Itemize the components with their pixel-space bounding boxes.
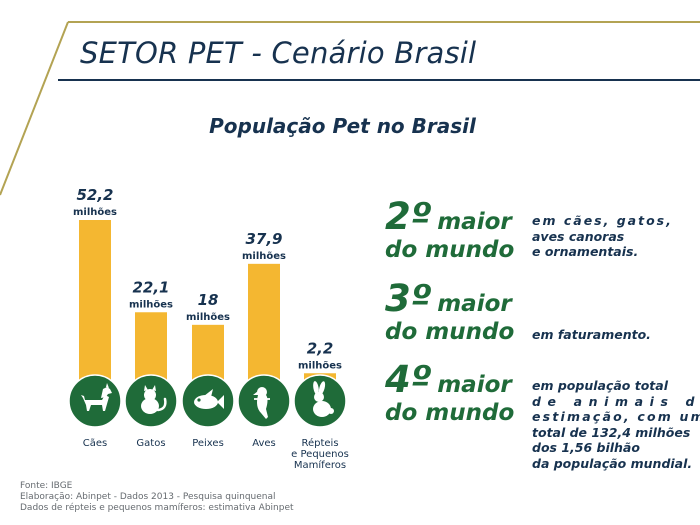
stat-desc-line: em população total bbox=[532, 378, 668, 393]
bar-1 bbox=[79, 220, 111, 380]
population-bar-chart: 52,2 milhões Cães 22,1 milhões Gatos 18 milhões… bbox=[68, 186, 349, 471]
bar-unit-label: milhões bbox=[73, 207, 117, 218]
footer-elaboration: Elaboração: Abinpet - Dados 2013 - Pesqu… bbox=[20, 492, 276, 502]
slide-title: SETOR PET - Cenário Brasil bbox=[80, 36, 477, 70]
bar-4 bbox=[248, 263, 280, 380]
stat-desc-line: aves canoras bbox=[532, 228, 625, 244]
cat-icon bbox=[141, 385, 167, 414]
stat-rank-2-sub: do mundo bbox=[385, 319, 515, 345]
stat-rank-1: 2º maior bbox=[385, 198, 512, 235]
chart-title: População Pet no Brasil bbox=[209, 114, 476, 138]
category-label: e Pequenos bbox=[291, 449, 349, 460]
bar-2 bbox=[135, 312, 167, 380]
bar-3 bbox=[192, 324, 224, 380]
fish-icon bbox=[194, 389, 224, 409]
bar-unit-label: milhões bbox=[186, 312, 230, 323]
bar-unit-label: milhões bbox=[129, 299, 173, 310]
bar-value-label: 52,2 bbox=[76, 186, 113, 204]
stat-rank-3-desc: em população total de animais de estimaç… bbox=[532, 378, 700, 471]
bar-unit-label: milhões bbox=[242, 251, 286, 262]
dog-icon bbox=[81, 383, 112, 411]
stat-rank-3-sub: do mundo bbox=[385, 400, 515, 426]
stat-rank-3: 4º maior bbox=[385, 361, 512, 398]
bar-value-label: 2,2 bbox=[307, 339, 334, 357]
stat-desc-line: em cães, gatos, bbox=[532, 213, 673, 228]
header-decoration bbox=[0, 21, 700, 196]
category-label: Répteis bbox=[301, 437, 338, 449]
stat-rank-value: 4º bbox=[385, 358, 432, 401]
stat-desc-line: estimação, com um bbox=[532, 409, 700, 424]
stat-desc-line: de animais de bbox=[532, 393, 700, 409]
stat-rank-word: maior bbox=[437, 291, 512, 317]
footer-source: Fonte: IBGE bbox=[20, 481, 73, 491]
stat-rank-2-desc: em faturamento. bbox=[532, 327, 651, 343]
category-label: Cães bbox=[83, 438, 107, 449]
ranking-stats: 2º maior do mundo em cães, gatos, aves c… bbox=[385, 190, 700, 480]
bar-value-label: 22,1 bbox=[132, 278, 169, 296]
category-label: Peixes bbox=[192, 438, 224, 449]
category-label: Gatos bbox=[136, 438, 165, 449]
category-label: Aves bbox=[252, 438, 276, 449]
stat-desc-line: dos 1,56 bilhão bbox=[532, 440, 640, 455]
stat-rank-1-sub: do mundo bbox=[385, 237, 515, 263]
bar-value-label: 18 bbox=[198, 291, 219, 309]
category-label: Mamíferos bbox=[294, 459, 346, 471]
bird-icon bbox=[253, 387, 270, 419]
stat-rank-value: 3º bbox=[385, 277, 432, 320]
stat-desc-line: total de 132,4 milhões bbox=[532, 424, 691, 440]
bar-unit-label: milhões bbox=[298, 360, 342, 371]
footer-note: Dados de répteis e pequenos mamíferos: e… bbox=[20, 503, 294, 513]
stat-desc-line: da população mundial. bbox=[532, 455, 693, 471]
stat-rank-word: maior bbox=[437, 209, 512, 235]
footer-notes: Fonte: IBGE Elaboração: Abinpet - Dados … bbox=[20, 481, 294, 514]
stat-rank-2: 3º maior bbox=[385, 280, 512, 317]
stat-rank-value: 2º bbox=[385, 195, 432, 238]
header-slant-line bbox=[0, 21, 69, 196]
stat-rank-word: maior bbox=[437, 372, 512, 398]
bar-value-label: 37,9 bbox=[245, 230, 282, 248]
rabbit-icon bbox=[313, 381, 334, 417]
stat-desc-line: em faturamento. bbox=[532, 327, 651, 342]
stat-rank-1-desc: em cães, gatos, aves canoras e ornamenta… bbox=[532, 213, 673, 260]
stat-desc-line: e ornamentais. bbox=[532, 244, 639, 259]
